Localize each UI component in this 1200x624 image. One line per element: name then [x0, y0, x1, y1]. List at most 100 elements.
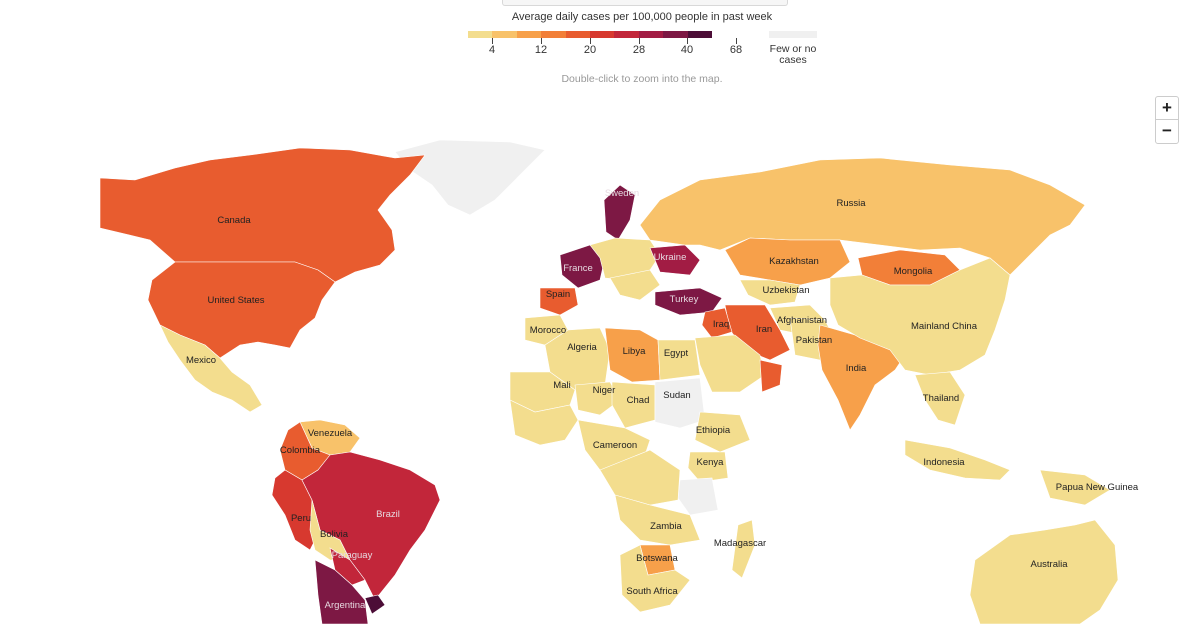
country-label: Chad: [627, 395, 650, 406]
legend-tick: [687, 38, 688, 44]
legend-tick: [492, 38, 493, 44]
region-spain[interactable]: [539, 287, 579, 316]
country-label: Iran: [756, 324, 772, 335]
country-label: Argentina: [325, 600, 366, 611]
country-label: Indonesia: [923, 457, 965, 468]
country-label: Sudan: [663, 390, 690, 401]
country-label: Mali: [553, 380, 570, 391]
legend-tick: [736, 38, 737, 44]
legend-swatch: [638, 31, 664, 38]
region-indonesia[interactable]: [904, 439, 1011, 481]
country-labels: Canada United States Mexico Colombia Venezue…: [186, 188, 1139, 611]
country-label: United States: [207, 295, 264, 306]
country-label: Botswana: [636, 553, 678, 564]
country-label: Cameroon: [593, 440, 637, 451]
country-label: Mainland China: [911, 321, 978, 332]
zoom-controls: + −: [1155, 96, 1179, 144]
region-west-africa[interactable]: [509, 399, 579, 446]
legend-color-scale: [468, 31, 712, 38]
region-uzbekistan[interactable]: [739, 279, 801, 306]
country-label: Iraq: [713, 319, 729, 330]
country-label: Sweden: [605, 188, 639, 199]
legend-swatch: [468, 31, 493, 38]
legend-tick-label: 68: [729, 44, 743, 56]
country-label: Morocco: [530, 325, 566, 336]
country-label: Mexico: [186, 355, 216, 366]
country-label: Ukraine: [654, 252, 687, 263]
legend-swatch: [492, 31, 517, 38]
legend-title: Average daily cases per 100,000 people i…: [511, 11, 773, 23]
region-egypt[interactable]: [657, 339, 701, 381]
legend-swatch: [541, 31, 566, 38]
zoom-divider: [1156, 119, 1178, 120]
legend-tick-label: 40: [680, 44, 694, 56]
region-thailand[interactable]: [914, 371, 966, 426]
region-chad[interactable]: [611, 381, 656, 429]
region-sweden[interactable]: [603, 184, 636, 241]
country-label: Australia: [1031, 559, 1069, 570]
region-kenya[interactable]: [687, 451, 729, 483]
country-label: France: [563, 263, 593, 274]
legend-tick: [541, 38, 542, 44]
country-label: Colombia: [280, 445, 321, 456]
region-south-africa[interactable]: [619, 544, 691, 613]
legend-ticks: 4 12 20 28 40 68: [0, 38, 1200, 58]
country-label: Kenya: [697, 457, 725, 468]
legend-tick-label: 12: [534, 44, 548, 56]
country-label: Paraguay: [332, 550, 373, 561]
region-uruguay[interactable]: [364, 594, 386, 615]
region-ethiopia[interactable]: [694, 411, 751, 453]
region-sudan[interactable]: [654, 377, 706, 429]
region-madagascar[interactable]: [731, 519, 756, 579]
region-iraq[interactable]: [701, 307, 733, 339]
region-iran[interactable]: [724, 304, 791, 361]
legend-swatch: [516, 31, 542, 38]
country-label: Niger: [593, 385, 616, 396]
region-balkans[interactable]: [609, 269, 661, 301]
country-label: Madagascar: [714, 538, 766, 549]
country-label: Russia: [836, 198, 866, 209]
country-label: Kazakhstan: [769, 256, 819, 267]
region-saudi-arabia[interactable]: [694, 334, 766, 393]
region-paraguay[interactable]: [329, 547, 366, 586]
region-mexico[interactable]: [159, 324, 263, 413]
region-argentina[interactable]: [314, 559, 369, 624]
country-label: Brazil: [376, 509, 400, 520]
region-niger[interactable]: [574, 381, 621, 416]
country-label: Zambia: [650, 521, 682, 532]
country-label: Papua New Guinea: [1056, 482, 1139, 493]
legend-swatch: [687, 31, 712, 38]
zoom-hint: Double-click to zoom into the map.: [561, 73, 723, 85]
country-label: Bolivia: [320, 529, 349, 540]
country-label: Mongolia: [894, 266, 933, 277]
no-cases-label: Few or no cases: [769, 43, 817, 66]
region-ukraine[interactable]: [649, 244, 701, 276]
region-australia[interactable]: [969, 519, 1119, 624]
top-panel-edge: [502, 0, 788, 6]
legend-swatch: [565, 31, 590, 38]
region-zambia[interactable]: [614, 494, 701, 546]
region-tanzania[interactable]: [677, 477, 719, 516]
legend-tick-label: 4: [488, 44, 496, 56]
country-label: Libya: [623, 346, 646, 357]
region-kazakhstan[interactable]: [724, 237, 851, 286]
region-oman[interactable]: [759, 359, 783, 393]
region-greenland[interactable]: [394, 139, 546, 216]
legend-tick-label: 20: [583, 44, 597, 56]
country-label: Turkey: [670, 294, 699, 305]
country-label: Venezuela: [308, 428, 353, 439]
country-label: Egypt: [664, 348, 689, 359]
zoom-in-button[interactable]: +: [1162, 98, 1172, 117]
country-label: Afghanistan: [777, 315, 827, 326]
region-china[interactable]: [829, 257, 1011, 376]
legend-swatch: [614, 31, 639, 38]
country-label: Peru: [291, 513, 311, 524]
country-label: Thailand: [923, 393, 959, 404]
legend-tick: [590, 38, 591, 44]
country-label: India: [846, 363, 867, 374]
region-papua-new-guinea[interactable]: [1039, 469, 1111, 506]
zoom-out-button[interactable]: −: [1162, 121, 1172, 140]
legend-swatch: [589, 31, 615, 38]
region-united-states[interactable]: [147, 261, 336, 359]
